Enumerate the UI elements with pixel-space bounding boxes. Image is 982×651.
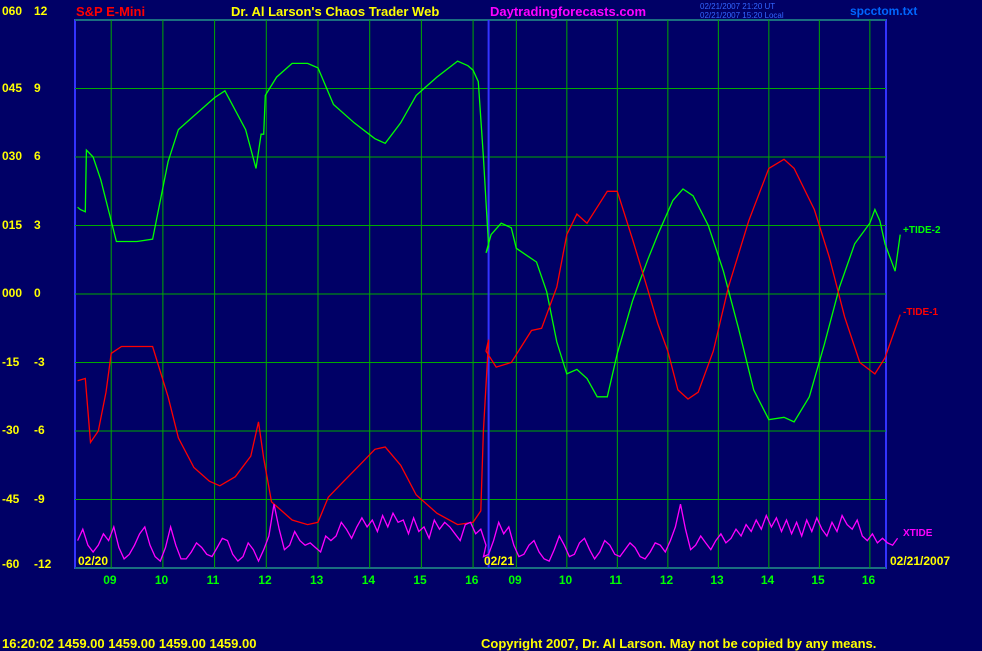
legend-tide2: +TIDE-2 [903,225,941,236]
session-label-1: 02/20 [78,554,109,568]
x-tick-label: 16 [861,573,876,587]
copyright-notice: Copyright 2007, Dr. Al Larson. May not b… [481,636,877,651]
y-left-tick-label: 030 [2,149,23,163]
y-right-tick-label: -9 [34,491,45,506]
y-right-tick-label: -12 [34,557,52,571]
y-right-tick-label: -6 [34,423,45,437]
y-right-tick-label: -3 [34,354,45,369]
y-right-tick-label: 12 [34,4,48,18]
timestamp-ut: 02/21/2007 21:20 UT [700,2,776,11]
x-tick-label: 14 [760,573,775,587]
y-left-tick-label: 060 [2,4,23,18]
session-label-2: 02/21 [484,554,515,568]
series-line-0 [77,60,901,423]
x-tick-label: 13 [710,573,724,587]
series-line-1 [77,158,901,526]
y-left-tick-label: -30 [2,423,20,437]
status-readout: 16:20:02 1459.00 1459.00 1459.00 1459.00 [2,636,257,651]
x-tick-label: 14 [361,573,376,587]
y-right-tick-label: 3 [34,217,41,232]
series-layer [77,60,901,563]
instrument-label: S&P E-Mini [76,4,146,19]
x-tick-label: 13 [309,573,324,587]
x-tick-label: 12 [659,573,674,587]
timestamp-local: 02/21/2007 15:20 Local [700,11,784,20]
y-left-tick-label: -60 [2,557,20,571]
y-left-tick-label: -45 [2,491,20,506]
x-tick-label: 11 [609,573,623,587]
y-left-tick-label: 015 [2,217,23,232]
y-left-tick-label: 045 [2,80,23,95]
y-right-tick-label: 9 [34,80,41,95]
x-tick-label: 16 [465,573,479,587]
legend-xtide: XTIDE [903,528,933,539]
x-tick-label: 09 [508,573,522,587]
x-tick-label: 10 [558,573,573,587]
site-label: Daytradingforecasts.com [490,4,647,19]
x-tick-label: 15 [811,573,825,587]
grid-lines [74,19,887,569]
x-tick-label: 15 [413,573,427,587]
series-line-2 [77,503,899,563]
legend-tide1: -TIDE-1 [903,307,938,318]
y-right-tick-label: 0 [34,286,41,300]
y-right-tick-label: 6 [34,149,41,163]
y-left-tick-label: 000 [2,286,23,300]
chart-title: Dr. Al Larson's Chaos Trader Web [231,4,440,19]
y-left-tick-label: -15 [2,354,20,369]
x-tick-label: 09 [103,573,117,587]
file-label: spcctom.txt [850,4,918,18]
x-tick-label: 12 [258,573,272,587]
x-tick-label: 10 [154,573,169,587]
end-date-label: 02/21/2007 [890,554,951,568]
x-tick-label: 11 [206,573,220,587]
